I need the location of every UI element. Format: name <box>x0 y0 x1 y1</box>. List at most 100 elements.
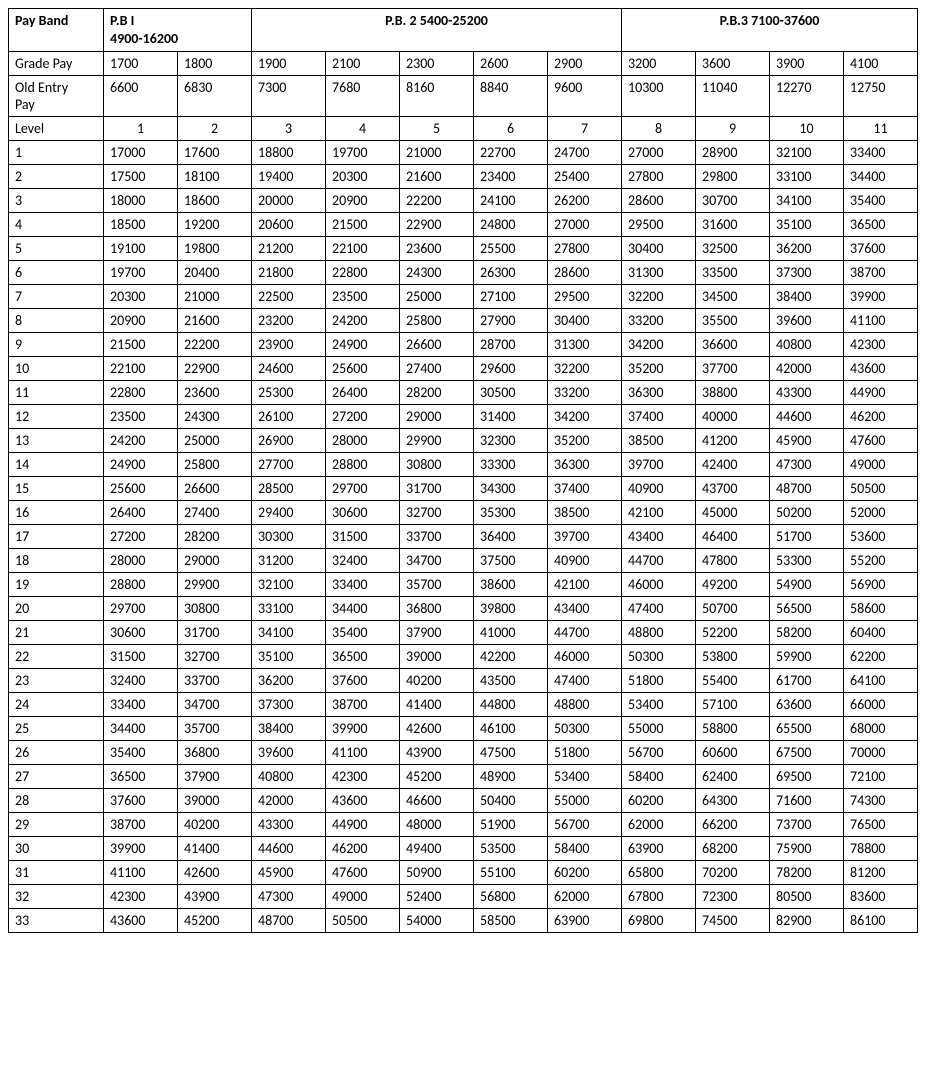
cell: 31200 <box>252 549 326 573</box>
cell: 76500 <box>844 813 918 837</box>
cell: 47800 <box>696 549 770 573</box>
cell: 55000 <box>622 717 696 741</box>
cell: 19100 <box>104 237 178 261</box>
cell: 70200 <box>696 861 770 885</box>
cell: 33400 <box>104 693 178 717</box>
cell: 42300 <box>104 885 178 909</box>
cell: 26300 <box>474 261 548 285</box>
level-col-4: 4 <box>326 117 400 141</box>
cell: 33100 <box>770 165 844 189</box>
cell: 39800 <box>474 597 548 621</box>
old-entry-pay-1: 6600 <box>104 76 178 117</box>
cell: 29800 <box>696 165 770 189</box>
cell: 82900 <box>770 909 844 933</box>
cell: 65800 <box>622 861 696 885</box>
cell: 38800 <box>696 381 770 405</box>
level-col-3: 3 <box>252 117 326 141</box>
data-row-3: 3180001860020000209002220024100262002860… <box>9 189 918 213</box>
row-index: 18 <box>9 549 104 573</box>
row-index: 12 <box>9 405 104 429</box>
cell: 57100 <box>696 693 770 717</box>
cell: 23600 <box>178 381 252 405</box>
old-entry-pay-11: 12750 <box>844 76 918 117</box>
data-row-10: 1022100229002460025600274002960032200352… <box>9 357 918 381</box>
data-row-14: 1424900258002770028800308003330036300397… <box>9 453 918 477</box>
cell: 50300 <box>622 645 696 669</box>
cell: 42000 <box>252 789 326 813</box>
cell: 43300 <box>770 381 844 405</box>
cell: 38700 <box>326 693 400 717</box>
level-col-7: 7 <box>548 117 622 141</box>
cell: 50500 <box>844 477 918 501</box>
cell: 41100 <box>326 741 400 765</box>
data-row-1: 1170001760018800197002100022700247002700… <box>9 141 918 165</box>
grade-pay-6: 2600 <box>474 52 548 76</box>
cell: 32300 <box>474 429 548 453</box>
grade-pay-2: 1800 <box>178 52 252 76</box>
cell: 45200 <box>400 765 474 789</box>
cell: 39000 <box>178 789 252 813</box>
cell: 22200 <box>178 333 252 357</box>
cell: 53800 <box>696 645 770 669</box>
cell: 47400 <box>622 597 696 621</box>
cell: 23400 <box>474 165 548 189</box>
cell: 39600 <box>770 309 844 333</box>
cell: 37300 <box>252 693 326 717</box>
cell: 37900 <box>400 621 474 645</box>
cell: 42600 <box>400 717 474 741</box>
data-row-26: 2635400368003960041100439004750051800567… <box>9 741 918 765</box>
cell: 46100 <box>474 717 548 741</box>
data-row-15: 1525600266002850029700317003430037400409… <box>9 477 918 501</box>
cell: 61700 <box>770 669 844 693</box>
cell: 34200 <box>548 405 622 429</box>
cell: 41400 <box>178 837 252 861</box>
row-index: 13 <box>9 429 104 453</box>
old-entry-pay-6: 8840 <box>474 76 548 117</box>
level-col-10: 10 <box>770 117 844 141</box>
cell: 29000 <box>400 405 474 429</box>
cell: 28600 <box>622 189 696 213</box>
cell: 37400 <box>622 405 696 429</box>
cell: 18100 <box>178 165 252 189</box>
cell: 23200 <box>252 309 326 333</box>
cell: 33100 <box>252 597 326 621</box>
cell: 44900 <box>326 813 400 837</box>
cell: 24100 <box>474 189 548 213</box>
cell: 63600 <box>770 693 844 717</box>
cell: 24700 <box>548 141 622 165</box>
cell: 51800 <box>622 669 696 693</box>
cell: 36500 <box>844 213 918 237</box>
cell: 31700 <box>178 621 252 645</box>
cell: 32200 <box>548 357 622 381</box>
cell: 52000 <box>844 501 918 525</box>
cell: 38700 <box>104 813 178 837</box>
cell: 22800 <box>104 381 178 405</box>
cell: 38500 <box>622 429 696 453</box>
cell: 53400 <box>622 693 696 717</box>
cell: 26100 <box>252 405 326 429</box>
cell: 46000 <box>548 645 622 669</box>
grade-pay-8: 3200 <box>622 52 696 76</box>
cell: 29500 <box>548 285 622 309</box>
data-row-25: 2534400357003840039900426004610050300550… <box>9 717 918 741</box>
cell: 37600 <box>104 789 178 813</box>
cell: 48800 <box>622 621 696 645</box>
cell: 20000 <box>252 189 326 213</box>
cell: 37500 <box>474 549 548 573</box>
level-col-8: 8 <box>622 117 696 141</box>
cell: 22200 <box>400 189 474 213</box>
cell: 48000 <box>400 813 474 837</box>
cell: 63900 <box>622 837 696 861</box>
cell: 40800 <box>252 765 326 789</box>
cell: 25400 <box>548 165 622 189</box>
cell: 31500 <box>326 525 400 549</box>
data-row-16: 1626400274002940030600327003530038500421… <box>9 501 918 525</box>
grade-pay-10: 3900 <box>770 52 844 76</box>
cell: 40200 <box>400 669 474 693</box>
row-index: 9 <box>9 333 104 357</box>
cell: 43600 <box>844 357 918 381</box>
row-index: 6 <box>9 261 104 285</box>
cell: 18000 <box>104 189 178 213</box>
cell: 31500 <box>104 645 178 669</box>
cell: 68000 <box>844 717 918 741</box>
